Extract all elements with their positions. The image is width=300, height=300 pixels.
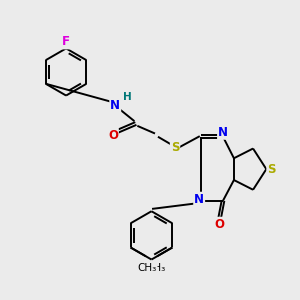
- Text: O: O: [214, 218, 224, 231]
- Text: CH₃: CH₃: [146, 263, 165, 273]
- Text: S: S: [171, 141, 179, 154]
- Text: O: O: [108, 129, 118, 142]
- Text: H: H: [123, 92, 132, 102]
- Text: N: N: [110, 99, 120, 112]
- Text: F: F: [62, 35, 70, 48]
- Text: S: S: [267, 163, 276, 176]
- Text: CH₃: CH₃: [138, 263, 157, 273]
- Text: N: N: [218, 126, 228, 139]
- Text: N: N: [194, 193, 204, 206]
